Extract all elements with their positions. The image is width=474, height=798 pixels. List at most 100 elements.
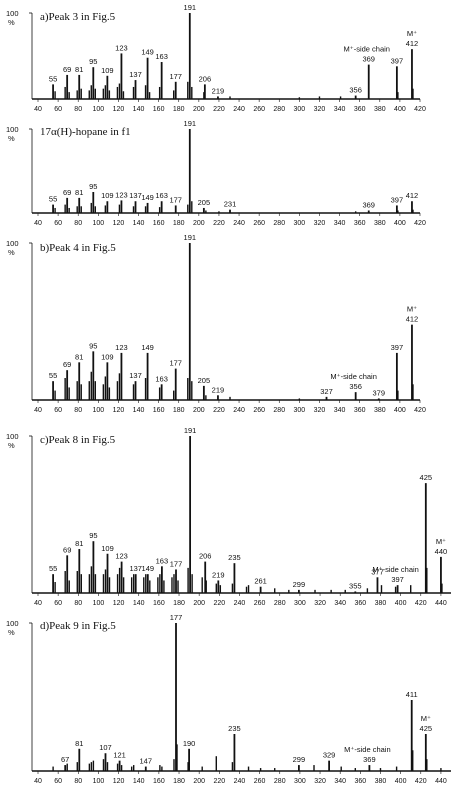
x-tick-label: 140	[133, 407, 145, 414]
x-tick-label: 60	[54, 106, 62, 113]
y-axis-unit-label: %	[8, 441, 15, 450]
peak-label: 397	[391, 56, 404, 65]
x-tick-label: 80	[74, 600, 82, 607]
x-tick-label: 180	[173, 106, 185, 113]
peak-label: 137	[129, 70, 142, 79]
peak-label: 206	[199, 552, 212, 561]
peak-annotation: M⁺	[421, 714, 431, 723]
x-tick-label: 400	[395, 778, 407, 785]
x-tick-label: 360	[354, 106, 366, 113]
y-axis-unit-label: %	[8, 134, 15, 143]
peak-label: 205	[198, 376, 211, 385]
x-tick-label: 280	[274, 600, 286, 607]
x-tick-label: 180	[173, 600, 185, 607]
x-tick-label: 320	[314, 407, 326, 414]
x-tick-label: 160	[153, 778, 165, 785]
x-tick-label: 360	[354, 220, 366, 227]
peak-label: 69	[63, 545, 71, 554]
x-tick-label: 120	[113, 407, 125, 414]
x-tick-label: 200	[193, 407, 205, 414]
x-tick-label: 100	[92, 407, 104, 414]
x-tick-label: 140	[133, 220, 145, 227]
x-tick-label: 220	[213, 106, 225, 113]
peak-label: 69	[63, 188, 71, 197]
peak-label: 219	[212, 86, 225, 95]
x-tick-label: 120	[113, 600, 125, 607]
peak-label: 425	[420, 473, 433, 482]
x-tick-label: 40	[34, 407, 42, 414]
peak-label: 137	[129, 191, 142, 200]
peak-label: 177	[169, 72, 182, 81]
x-tick-label: 380	[374, 220, 386, 227]
peak-label: 55	[49, 195, 57, 204]
peak-label: 440	[435, 547, 448, 556]
x-tick-label: 280	[274, 778, 286, 785]
peak-label: 191	[184, 3, 197, 12]
peak-label: 95	[89, 531, 97, 540]
spectrum-panel-5: d)Peak 9 in Fig.5 100% 40 60 80 100 120 140 160 1…	[6, 613, 451, 785]
x-tick-label: 160	[153, 407, 165, 414]
x-tick-label: 420	[414, 106, 426, 113]
x-tick-label: 140	[133, 106, 145, 113]
peak-label: 356	[349, 86, 362, 95]
peak-label: 397	[391, 343, 404, 352]
x-tick-label: 40	[34, 220, 42, 227]
peak-label: 299	[293, 755, 306, 764]
peak-label: 163	[155, 374, 168, 383]
y-axis-max-label: 100	[6, 125, 19, 134]
x-tick-label: 400	[394, 106, 406, 113]
peak-label: 329	[323, 751, 336, 760]
y-axis-unit-label: %	[8, 628, 15, 637]
peak-label: 377	[371, 567, 384, 576]
x-tick-label: 420	[415, 600, 427, 607]
x-tick-label: 380	[375, 778, 387, 785]
x-tick-label: 220	[213, 220, 225, 227]
peak-label: 55	[49, 564, 57, 573]
peak-label: 123	[115, 43, 128, 52]
x-tick-label: 260	[253, 407, 265, 414]
peak-label: 206	[199, 74, 212, 83]
peak-label: 95	[89, 57, 97, 66]
x-tick-label: 60	[54, 407, 62, 414]
peak-label: 190	[183, 739, 196, 748]
x-tick-label: 200	[193, 106, 205, 113]
x-tick-label: 40	[34, 778, 42, 785]
peak-label: 425	[420, 724, 433, 733]
x-tick-label: 260	[254, 778, 266, 785]
x-tick-label: 340	[334, 220, 346, 227]
peak-label: 327	[320, 387, 333, 396]
spectrum-panel-2: 17α(H)-hopane in f1 100% 40 60 80 100 120 140 16…	[6, 119, 426, 227]
panel-title: d)Peak 9 in Fig.5	[40, 620, 116, 632]
peak-label: 235	[228, 724, 241, 733]
spectrum-panel-1: a)Peak 3 in Fig.5 100% 40 60 80 100 120 140 160 1…	[6, 3, 426, 113]
panel-title: b)Peak 4 in Fig.5	[40, 242, 116, 254]
x-tick-label: 440	[435, 778, 447, 785]
panel-title: c)Peak 8 in Fig.5	[40, 434, 116, 446]
x-tick-label: 120	[113, 220, 125, 227]
x-tick-label: 140	[133, 778, 145, 785]
y-axis-unit-label: %	[8, 248, 15, 257]
peak-label: 121	[113, 751, 126, 760]
x-tick-label: 340	[334, 407, 346, 414]
peak-label: 219	[212, 570, 225, 579]
peak-label: 109	[101, 352, 114, 361]
peak-label: 163	[155, 191, 168, 200]
peak-annotation: M⁺	[407, 305, 417, 314]
x-tick-label: 440	[435, 600, 447, 607]
peak-label: 81	[75, 65, 83, 74]
x-tick-label: 400	[394, 407, 406, 414]
peak-label: 379	[373, 388, 386, 397]
x-tick-label: 160	[153, 600, 165, 607]
x-tick-label: 420	[414, 407, 426, 414]
peak-label: 55	[49, 74, 57, 83]
x-tick-label: 100	[92, 220, 104, 227]
peak-label: 177	[169, 359, 182, 368]
x-tick-label: 400	[394, 220, 406, 227]
peak-label: 149	[141, 343, 154, 352]
peak-label: 81	[75, 539, 83, 548]
x-tick-label: 100	[93, 600, 105, 607]
x-tick-label: 300	[294, 600, 306, 607]
peak-annotation: M⁺	[407, 29, 417, 38]
